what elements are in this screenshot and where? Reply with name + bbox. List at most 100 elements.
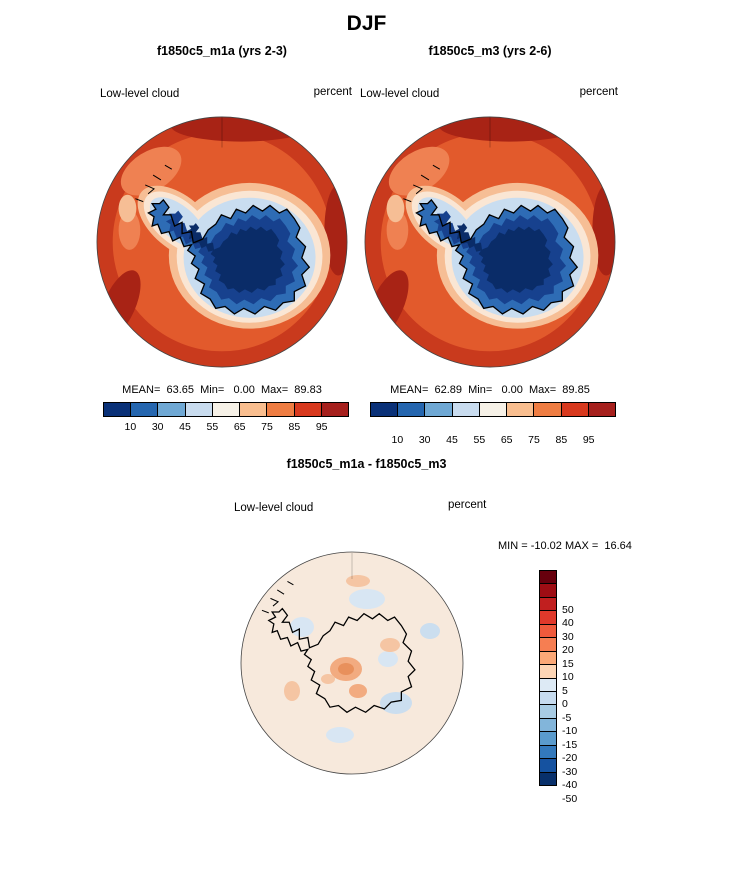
panel1-units-label: percent xyxy=(313,86,352,98)
colorbar-cell xyxy=(540,731,556,745)
map-content xyxy=(96,116,348,368)
negative-diff-patch xyxy=(326,727,354,743)
panel2-units-label: percent xyxy=(579,86,618,98)
colorbar-cell xyxy=(540,771,556,785)
colorbar-tick-label: 50 xyxy=(562,603,574,616)
colorbar-cell xyxy=(320,403,348,416)
peach-patch xyxy=(386,194,405,223)
colorbar-cell xyxy=(397,403,425,416)
peach-patch xyxy=(118,194,137,223)
colorbar-cell xyxy=(130,403,158,416)
panel1-colorbar xyxy=(103,402,349,417)
panel1-stats: MEAN= 63.65 Min= 0.00 Max= 89.83 xyxy=(122,384,322,396)
positive-diff-patch xyxy=(380,638,400,652)
negative-diff-patch xyxy=(290,617,314,637)
colorbar-cell xyxy=(533,403,561,416)
diff-range-text: MIN = -10.02 MAX = 16.64 xyxy=(498,540,632,552)
map-content xyxy=(241,552,463,774)
negative-diff-patch xyxy=(349,589,385,609)
map-boundary xyxy=(364,116,616,368)
colorbar-tick-label: 65 xyxy=(233,421,246,433)
figure-title: DJF xyxy=(346,12,387,35)
light-orange-patch xyxy=(120,146,182,196)
colorbar-cell xyxy=(157,403,185,416)
positive-diff-patch xyxy=(321,674,335,684)
colorbar-tick-label: 5 xyxy=(562,684,568,697)
colorbar-tick-label: 30 xyxy=(562,630,574,643)
panel1-field-label: Low-level cloud xyxy=(100,88,180,100)
colorbar-cell xyxy=(506,403,534,416)
colorbar-tick-label: 95 xyxy=(582,434,595,446)
map-content xyxy=(364,116,616,368)
panel2-colorbar-ticks: 10 30 45 55 65 75 85 95 xyxy=(370,431,616,446)
diff-colorbar xyxy=(539,570,557,786)
colorbar-tick-label: -20 xyxy=(562,752,578,764)
colorbar-tick-label: 15 xyxy=(562,657,574,670)
colorbar-cell xyxy=(211,403,240,416)
panel2-stats: MEAN= 62.89 Min= 0.00 Max= 89.85 xyxy=(390,384,590,396)
polar-map-diff xyxy=(240,551,464,775)
colorbar-tick-label: 45 xyxy=(179,421,191,433)
colorbar-cell xyxy=(184,403,212,416)
colorbar-tick-label: 45 xyxy=(446,434,458,446)
colorbar-cell xyxy=(266,403,294,416)
colorbar-tick-label: 85 xyxy=(288,421,301,433)
colorbar-cell xyxy=(371,403,398,416)
map-boundary xyxy=(96,116,348,368)
diff-colorbar-labels: 50 40 30 20 15 10 5 0 -5 -10 -15 -20 -30… xyxy=(562,596,594,812)
light-orange-patch xyxy=(388,146,450,196)
colorbar-tick-label: -50 xyxy=(562,792,578,805)
positive-diff-patch xyxy=(346,575,370,587)
positive-diff-core xyxy=(338,663,354,675)
colorbar-cell xyxy=(478,403,507,416)
colorbar-tick-label: 10 xyxy=(124,421,137,433)
positive-diff-patch xyxy=(349,684,367,698)
diff-map xyxy=(240,551,464,775)
colorbar-cell xyxy=(540,677,556,691)
colorbar-cell xyxy=(540,583,556,597)
negative-diff-patch xyxy=(420,623,440,639)
colorbar-cell xyxy=(540,690,556,705)
diff-title: f1850c5_m1a - f1850c5_m3 xyxy=(286,457,447,471)
panel1-map xyxy=(94,114,350,370)
colorbar-cell xyxy=(424,403,452,416)
colorbar-tick-label: 0 xyxy=(562,698,568,710)
colorbar-cell xyxy=(104,403,131,416)
colorbar-tick-label: 95 xyxy=(315,421,328,433)
colorbar-cell xyxy=(451,403,479,416)
panel1-title: f1850c5_m1a (yrs 2-3) xyxy=(157,44,287,58)
positive-diff-patch xyxy=(284,681,300,701)
colorbar-tick-label: 10 xyxy=(562,671,574,683)
panel1-colorbar-ticks: 10 30 45 55 65 75 85 95 xyxy=(103,418,349,433)
panel2-colorbar xyxy=(370,402,616,417)
colorbar-cell xyxy=(540,610,556,624)
colorbar-tick-label: -15 xyxy=(562,738,578,751)
colorbar-cell xyxy=(293,403,321,416)
negative-diff-patch xyxy=(380,692,412,714)
colorbar-tick-label: 55 xyxy=(206,421,219,433)
colorbar-tick-label: 30 xyxy=(151,421,164,433)
colorbar-tick-label: 40 xyxy=(562,617,574,629)
panel2-title: f1850c5_m3 (yrs 2-6) xyxy=(428,44,552,58)
colorbar-cell xyxy=(540,637,556,651)
colorbar-tick-label: 65 xyxy=(500,434,513,446)
colorbar-tick-label: -10 xyxy=(562,725,578,737)
colorbar-tick-label: 20 xyxy=(562,644,574,656)
diff-units-label: percent xyxy=(448,499,487,511)
colorbar-cell xyxy=(540,571,556,584)
colorbar-tick-label: 10 xyxy=(391,434,404,446)
panel2-field-label: Low-level cloud xyxy=(360,88,440,100)
polar-map-1 xyxy=(96,116,348,368)
colorbar-cell xyxy=(587,403,615,416)
colorbar-cell xyxy=(540,758,556,772)
colorbar-tick-label: -30 xyxy=(562,765,578,778)
colorbar-cell xyxy=(239,403,267,416)
colorbar-tick-label: 30 xyxy=(418,434,431,446)
figure: DJF f1850c5_m1a (yrs 2-3) Low-level clou… xyxy=(0,0,733,805)
colorbar-cell xyxy=(540,623,556,638)
colorbar-tick-label: 85 xyxy=(555,434,568,446)
colorbar-cell xyxy=(540,704,556,718)
diff-field-label: Low-level cloud xyxy=(234,502,314,514)
polar-map-2 xyxy=(364,116,616,368)
colorbar-cell xyxy=(540,596,556,611)
